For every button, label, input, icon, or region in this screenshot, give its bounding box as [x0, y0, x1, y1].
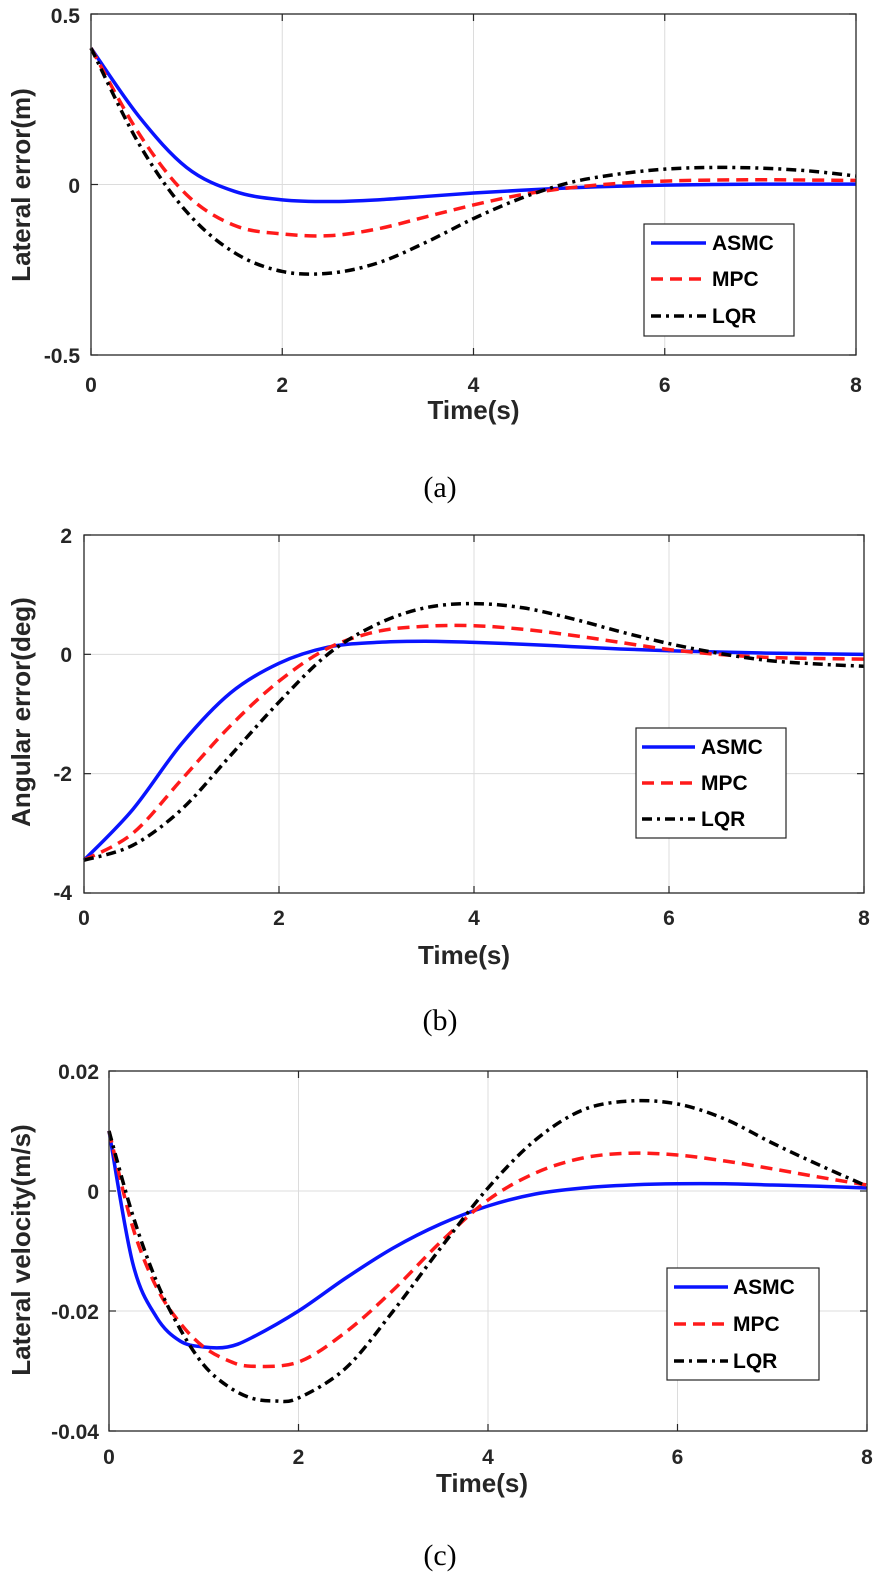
chart-c-legend-label-mpc: MPC [733, 1313, 780, 1336]
chart-a-y-tick-label: 0.5 [51, 5, 81, 28]
panel-a: 0.5 0 -0.5 0 2 4 6 8 Time(s) Lateral err… [6, 5, 862, 504]
chart-c-x-tick-label: 8 [861, 1446, 873, 1469]
chart-b-x-tick-label: 8 [858, 907, 870, 930]
chart-a-y-tick-label: 0 [68, 175, 80, 198]
chart-b-y-tick-label: -2 [53, 763, 72, 786]
chart-a-legend-label-asmc: ASMC [712, 232, 774, 255]
chart-b-legend-label-asmc: ASMC [701, 736, 763, 759]
chart-c-y-tick-label: 0 [87, 1181, 99, 1204]
caption-c: (c) [423, 1539, 456, 1572]
chart-c-y-tick-label: -0.04 [51, 1421, 99, 1444]
chart-b-y-axis-label: Angular error(deg) [6, 597, 36, 827]
chart-c-x-tick-label: 6 [672, 1446, 684, 1469]
chart-a-legend: ASMC MPC LQR [643, 223, 795, 337]
chart-c-legend: ASMC MPC LQR [666, 1267, 820, 1381]
caption-b: (b) [423, 1004, 458, 1037]
chart-c-series-lqr [107, 1098, 868, 1404]
chart-a-axes-frame [90, 13, 857, 356]
chart-b-y-tick-label: 2 [60, 525, 72, 548]
chart-a-x-tick-label: 0 [85, 374, 97, 397]
chart-b-legend-label-mpc: MPC [701, 772, 748, 795]
chart-b-x-tick-label: 0 [78, 907, 90, 930]
chart-c-y-tick-label: -0.02 [51, 1301, 99, 1324]
chart-a-x-tick-label: 6 [659, 374, 671, 397]
chart-a-legend-label-lqr: LQR [712, 305, 756, 328]
chart-b-x-axis-label: Time(s) [418, 940, 510, 970]
chart-a-legend-label-mpc: MPC [712, 268, 759, 291]
panel-c: 0.02 0 -0.02 -0.04 0 2 4 6 8 Time(s) Lat… [6, 1061, 873, 1572]
chart-b-legend: ASMC MPC LQR [635, 727, 787, 839]
chart-a-series-mpc [89, 47, 857, 238]
chart-c-legend-label-asmc: ASMC [733, 1276, 795, 1299]
chart-a-x-tick-label: 2 [276, 374, 288, 397]
chart-c-y-axis-label: Lateral velocity(m/s) [6, 1124, 36, 1375]
chart-b-y-tick-label: -4 [53, 882, 72, 905]
chart-b-legend-label-lqr: LQR [701, 808, 745, 831]
chart-a-series-lqr [89, 47, 857, 276]
plot-area-b [82, 534, 865, 894]
plot-area-a [89, 13, 857, 356]
chart-a-series-asmc [89, 47, 856, 204]
chart-c-x-axis-label: Time(s) [436, 1468, 528, 1498]
chart-a-x-axis-label: Time(s) [428, 395, 520, 425]
chart-c-x-tick-label: 2 [293, 1446, 305, 1469]
chart-a-y-axis-label: Lateral error(m) [6, 88, 36, 282]
panel-b: 2 0 -2 -4 0 2 4 6 8 Time(s) Angular erro… [6, 525, 870, 1037]
chart-a-x-tick-label: 4 [468, 374, 480, 397]
chart-b-y-tick-label: 0 [60, 644, 72, 667]
chart-c-axes-frame [108, 1070, 868, 1432]
chart-c-legend-label-lqr: LQR [733, 1350, 777, 1373]
chart-c-x-tick-label: 4 [482, 1446, 494, 1469]
chart-b-x-tick-label: 2 [273, 907, 285, 930]
chart-a-y-tick-label: -0.5 [44, 345, 81, 368]
chart-b-series-asmc [82, 639, 865, 862]
chart-b-x-tick-label: 6 [663, 907, 675, 930]
chart-c-series-mpc [107, 1130, 868, 1369]
chart-b-axes-frame [83, 534, 865, 894]
chart-b-x-tick-label: 4 [468, 907, 480, 930]
chart-c-y-tick-label: 0.02 [58, 1061, 99, 1084]
chart-c-x-tick-label: 0 [103, 1446, 115, 1469]
caption-a: (a) [423, 471, 456, 504]
chart-b-series-lqr [83, 601, 865, 862]
chart-c-series-asmc [107, 1130, 868, 1350]
chart-a-x-tick-label: 8 [850, 374, 862, 397]
